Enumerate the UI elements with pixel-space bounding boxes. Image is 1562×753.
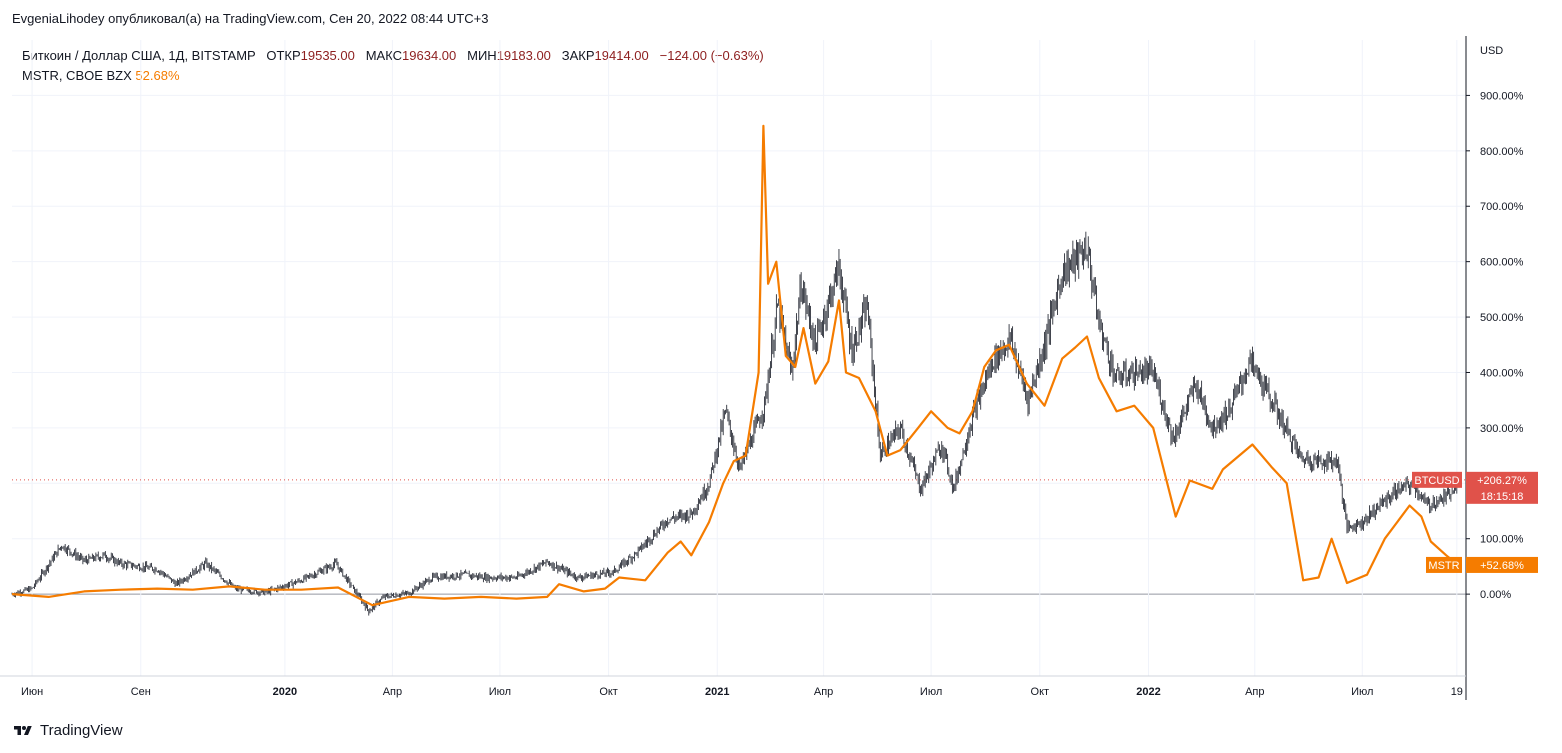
x-tick-label: Июн [21, 686, 43, 698]
y-tick-label: 800.00% [1480, 146, 1524, 158]
mstr-badge-symbol: MSTR [1428, 560, 1459, 572]
legend-low-label: МИН [467, 48, 497, 63]
legend-compare-symbol: MSTR, CBOE BZX [22, 68, 132, 83]
mstr-badge-symbol-box [1426, 556, 1462, 573]
footer-brand[interactable]: TradingView [12, 722, 123, 739]
price-axis-unit: USD [1480, 45, 1503, 57]
btcusd-badge-symbol-box [1412, 471, 1462, 488]
x-tick-label: Июл [920, 686, 942, 698]
legend-high-value: 19634.00 [402, 48, 457, 63]
btcusd-badge: BTCUSD +206.27% 18:15:18 [1412, 471, 1538, 504]
series-layer [11, 124, 1459, 616]
legend-low-value: 19183.00 [496, 48, 551, 63]
y-tick-label: 500.00% [1480, 312, 1524, 324]
legend-main-symbol: Биткоин / Доллар США, 1Д, BITSTAMP [22, 48, 256, 63]
y-tick-label: 700.00% [1480, 201, 1524, 213]
legend-high-label: МАКС [365, 48, 403, 63]
legend-close-label: ЗАКР [561, 48, 595, 63]
btcusd-badge-value: +206.27% [1477, 475, 1527, 487]
tradingview-logo-icon [14, 725, 32, 735]
x-tick-label: 2022 [1136, 686, 1160, 698]
series-btcusd-candles [11, 231, 1459, 616]
btcusd-badge-symbol: BTCUSD [1414, 475, 1459, 487]
legend-open-label: ОТКР [266, 48, 301, 63]
footer-brand-label: TradingView [40, 722, 123, 739]
x-tick-label: Апр [814, 686, 833, 698]
chart-grid [12, 40, 1466, 676]
mstr-badge-value-box [1466, 556, 1538, 573]
legend-main-row[interactable]: Биткоин / Доллар США, 1Д, BITSTAMP ОТКР1… [22, 46, 764, 66]
y-tick-label: 300.00% [1480, 423, 1524, 435]
chart-legend: Биткоин / Доллар США, 1Д, BITSTAMP ОТКР1… [22, 46, 764, 86]
y-tick-label: 100.00% [1480, 534, 1524, 546]
legend-compare-row[interactable]: MSTR, CBOE BZX 52.68% [22, 66, 764, 86]
x-tick-label: Апр [383, 686, 402, 698]
x-tick-label: Окт [1031, 686, 1050, 698]
series-mstr-line [11, 124, 1459, 607]
badge-layer: BTCUSD +206.27% 18:15:18 MSTR +52.68% [1412, 471, 1538, 573]
publisher-caption: EvgeniaLihodey опубликовал(а) на Trading… [12, 11, 489, 26]
x-tick-label: Апр [1245, 686, 1264, 698]
y-tick-label: 400.00% [1480, 367, 1524, 379]
y-tick-label: 0.00% [1480, 589, 1511, 601]
mstr-badge: MSTR +52.68% [1426, 556, 1538, 573]
x-tick-label: 19 [1451, 686, 1463, 698]
x-tick-label: 2020 [273, 686, 297, 698]
x-tick-label: Июл [489, 686, 511, 698]
x-tick-label: 2021 [705, 686, 729, 698]
x-tick-label: Окт [599, 686, 618, 698]
btcusd-badge-countdown: 18:15:18 [1481, 491, 1524, 503]
legend-change-value: −124.00 (−0.63%) [659, 48, 764, 63]
y-tick-label: 900.00% [1480, 90, 1524, 102]
axis-layer: USD 0.00% 100.00% 300.00% 400.00% 500.00% 600.… [0, 36, 1524, 700]
legend-open-value: 19535.00 [300, 48, 355, 63]
legend-compare-value: 52.68% [135, 68, 180, 83]
btcusd-badge-value-box [1466, 471, 1538, 504]
mstr-badge-value: +52.68% [1480, 560, 1524, 572]
y-tick-label: 600.00% [1480, 257, 1524, 269]
x-tick-label: Сен [131, 686, 151, 698]
x-tick-label: Июл [1351, 686, 1373, 698]
